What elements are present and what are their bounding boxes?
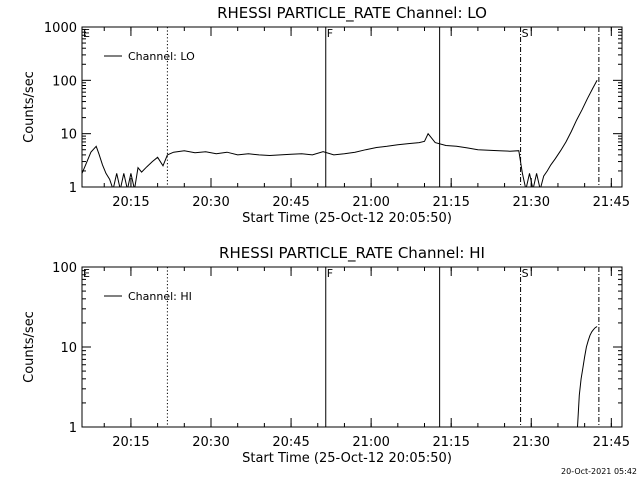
x-tick-label: 21:15 — [432, 195, 469, 210]
x-axis-label: Start Time (25-Oct-12 20:05:50) — [242, 211, 452, 226]
legend-entry: Channel: HI — [128, 290, 192, 303]
legend-entry: Channel: LO — [128, 50, 195, 63]
x-tick-label: 20:15 — [112, 195, 149, 210]
chart-title: RHESSI PARTICLE_RATE Channel: LO — [217, 4, 487, 23]
x-tick-label: 21:45 — [593, 435, 630, 450]
chart-title: RHESSI PARTICLE_RATE Channel: HI — [219, 244, 485, 263]
panel-hi: RHESSI PARTICLE_RATE Channel: HI 1 10 100 20… — [22, 244, 630, 466]
x-axis-label: Start Time (25-Oct-12 20:05:50) — [242, 451, 452, 466]
y-tick-label: 10 — [60, 128, 77, 143]
y-tick-label: 1000 — [44, 21, 77, 36]
series-line — [577, 326, 598, 427]
x-tick-label: 20:45 — [272, 435, 309, 450]
footer-timestamp: 20-Oct-2021 05:42 — [561, 467, 637, 476]
panel-lo: RHESSI PARTICLE_RATE Channel: LO 1 10 100 10… — [22, 4, 630, 226]
series-line — [82, 80, 598, 187]
event-marker-label: S — [522, 267, 529, 280]
event-marker-label: E — [83, 27, 90, 40]
y-axis-label: Counts/sec — [22, 71, 37, 143]
x-tick-label: 21:30 — [513, 195, 550, 210]
x-tick-label: 21:00 — [352, 195, 389, 210]
x-tick-label: 21:15 — [432, 435, 469, 450]
y-tick-label: 100 — [52, 261, 77, 276]
event-marker-label: F — [327, 27, 333, 40]
x-tick-label: 21:00 — [352, 435, 389, 450]
y-tick-label: 1 — [69, 181, 77, 196]
y-tick-label: 10 — [60, 341, 77, 356]
x-tick-label: 20:30 — [192, 195, 229, 210]
y-tick-label: 100 — [52, 74, 77, 89]
x-tick-label: 20:15 — [112, 435, 149, 450]
event-marker-label: F — [327, 267, 333, 280]
event-marker-label: S — [522, 27, 529, 40]
x-tick-label: 20:30 — [192, 435, 229, 450]
event-marker-label: E — [83, 267, 90, 280]
plot-frame — [81, 26, 623, 188]
x-tick-label: 21:45 — [593, 195, 630, 210]
y-axis-label: Counts/sec — [22, 311, 37, 383]
x-tick-label: 20:45 — [272, 195, 309, 210]
y-tick-label: 1 — [69, 421, 77, 436]
x-tick-label: 21:30 — [513, 435, 550, 450]
